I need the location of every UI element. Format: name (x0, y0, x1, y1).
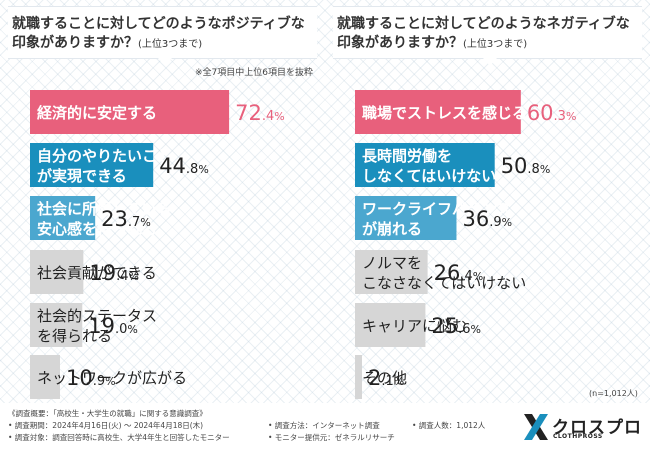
bar-value-label: 44.8% (159, 154, 209, 178)
bar-category-label: が実現できる (37, 167, 127, 185)
survey-target: • 調査対象：調査回答時に高校生、大学4年生と回答したモニター (8, 433, 230, 442)
bar-value-label: 10.9% (66, 366, 116, 390)
survey-provider: • モニター提供元：ゼネラルリサーチ (268, 433, 395, 442)
positive-question: 就職することに対してどのようなポジティブな印象がありますか？(上位3つまで) (12, 15, 312, 54)
bar-category-label: ノルマを (362, 254, 422, 272)
bar-category-label: 長時間労働を (362, 147, 452, 165)
bar-value-label: 23.7% (101, 207, 151, 231)
bar-value-label: 50.8% (501, 154, 551, 178)
negative-question-box: 就職することに対してどのようなネガティブな印象がありますか？(上位3つまで) (333, 6, 642, 66)
bar-value-label: 72.4% (235, 101, 285, 125)
bar-value-label: 26.4% (434, 261, 484, 285)
bar-category-label: 経済的に安定する (37, 104, 157, 122)
survey-footer: 《調査概要：「高校生・大学生の就職」に関する意識調査》 • 調査期間：2024年… (0, 403, 650, 450)
bar-category-label: こなさなくてはいけない (362, 274, 526, 292)
bar-category-label: が崩れる (362, 220, 422, 238)
survey-respondents: • 調査人数：1,012人 (412, 421, 486, 430)
bar (355, 303, 426, 347)
bar-category-label: 安心感を得られる (37, 220, 157, 238)
survey-method: • 調査方法：インターネット調査 (268, 421, 380, 430)
bar-category-label: ネットワークが広がる (37, 369, 187, 387)
bar-category-label: 自分のやりたいこと (37, 147, 172, 165)
survey-summary: 《調査概要：「高校生・大学生の就職」に関する意識調査》 (8, 409, 207, 418)
bar-category-label: ワークライフバランス (362, 200, 512, 218)
logo-text: クロスプロ (552, 418, 642, 438)
positive-note: ※全7項目中上位6項目を抜粋 (195, 68, 313, 78)
negative-panel: 就職することに対してどのようなネガティブな印象がありますか？(上位3つまで) 職… (325, 0, 650, 399)
bar (30, 355, 60, 399)
bar (30, 90, 230, 134)
bar (30, 303, 83, 347)
positive-question-box: 就職することに対してどのようなポジティブな印象がありますか？(上位3つまで) (8, 6, 317, 66)
bar-category-label: 社会に所属している (36, 200, 172, 218)
bar (355, 355, 362, 399)
bar (30, 143, 154, 187)
bar-category-label: その他 (362, 369, 407, 387)
bar-value-label: 25.6% (431, 314, 481, 338)
bar-value-label: 36.9% (462, 207, 512, 231)
bar-category-label: を得られる (37, 327, 112, 345)
bar-value-label: 19.0% (88, 314, 138, 338)
bar (355, 143, 495, 187)
bar-category-label: 職場でストレスを感じる (362, 104, 527, 122)
logo-subtext: CLOTHPROSS (553, 433, 603, 440)
positive-question-subtitle: (上位3つまで) (138, 39, 203, 50)
clothpross-logo: クロスプロ CLOTHPROSS (522, 412, 642, 442)
bar (355, 250, 428, 294)
positive-panel: 就職することに対してどのようなポジティブな印象がありますか？(上位3つまで) ※… (0, 0, 325, 399)
question-tail (483, 58, 497, 66)
positive-question-title: 就職することに対してどのようなポジティブな印象がありますか？ (12, 16, 305, 51)
negative-question: 就職することに対してどのようなネガティブな印象がありますか？(上位3つまで) (337, 15, 637, 54)
bar-value-label: 19.4% (89, 261, 139, 285)
bar (30, 196, 96, 240)
question-tail (158, 58, 172, 66)
bar-category-label: しなくてはいけない (362, 167, 496, 185)
bar-category-label: 社会的ステータス (37, 307, 157, 325)
bar-category-label: キャリアに悩む (362, 317, 467, 335)
bar-value-label: 60.3% (527, 101, 577, 125)
bar (355, 90, 521, 134)
bar (30, 250, 84, 294)
x-logo-icon (524, 414, 548, 440)
negative-question-subtitle: (上位3つまで) (463, 39, 528, 50)
bar-value-label: 2.1% (368, 366, 404, 390)
sample-size-label: (n=1,012人) (589, 389, 638, 398)
negative-question-title: 就職することに対してどのようなネガティブな印象がありますか？ (337, 16, 630, 51)
bar-category-label: 社会貢献ができる (37, 264, 157, 282)
survey-period: • 調査期間：2024年4月16日(火) ～ 2024年4月18日(木) (8, 421, 204, 430)
bar (355, 196, 457, 240)
